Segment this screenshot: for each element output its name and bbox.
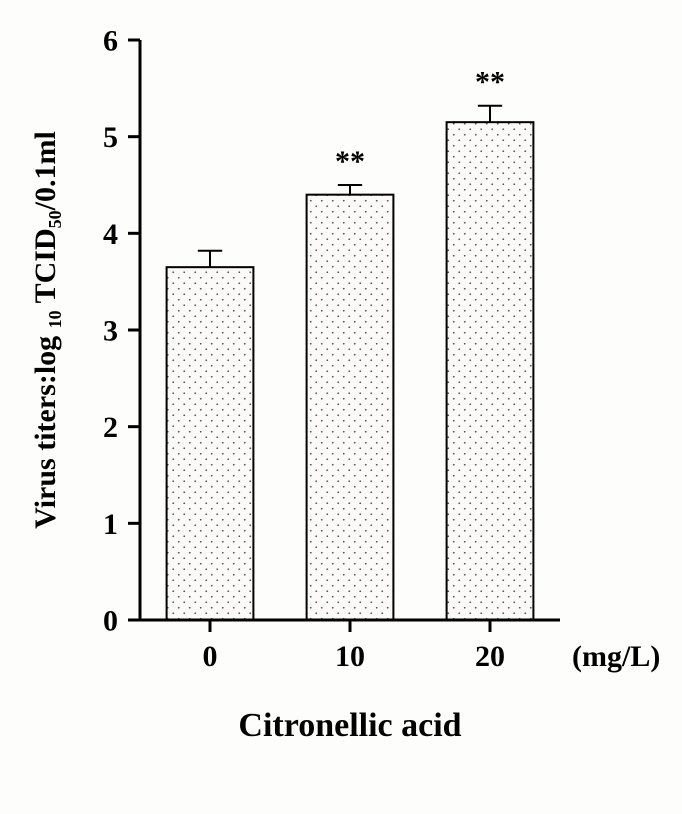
bar [167,251,254,620]
y-tick-label: 0 [103,605,118,638]
y-tick-label: 3 [103,315,118,348]
bar-chart: 0 ** 10 ** 20 0 1 2 3 4 5 6 Virus titers:log 10 TCID… [0,0,682,814]
x-tick-label: 10 [335,640,365,673]
y-axis-title: Virus titers:log 10 TCID50/0.1ml [29,131,65,529]
y-tick-label: 2 [103,411,118,444]
bar: ** [447,66,534,620]
significance-label: ** [475,66,505,99]
x-unit-label: (mg/L) [572,640,660,673]
x-tick-label: 0 [203,640,218,673]
x-tick-label: 20 [475,640,505,673]
y-tick-label: 4 [103,218,118,251]
x-axis-title: Citronellic acid [238,707,461,744]
chart-container: 0 ** 10 ** 20 0 1 2 3 4 5 6 Virus titers:log 10 TCID… [0,0,682,814]
bar: ** [307,145,394,620]
significance-label: ** [335,145,365,178]
y-tick-label: 6 [103,25,118,58]
y-tick-label: 5 [103,121,118,154]
y-tick-label: 1 [103,508,118,541]
